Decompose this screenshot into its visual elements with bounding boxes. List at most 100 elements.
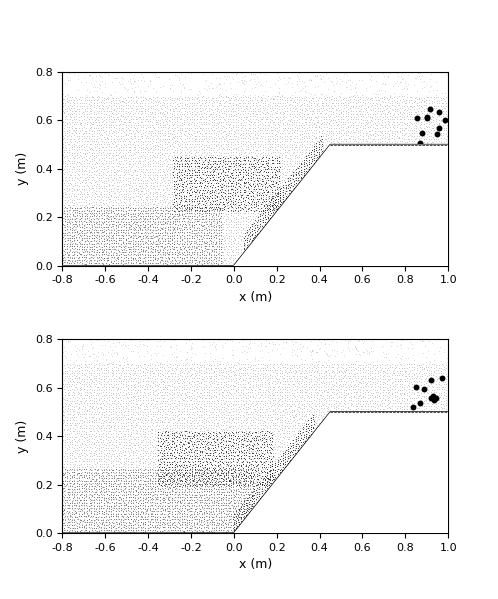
Point — [120, 128, 128, 137]
Point — [72, 371, 80, 381]
Point — [222, 526, 230, 536]
Point — [227, 159, 235, 169]
Point — [146, 484, 154, 494]
Point — [180, 250, 188, 260]
Point — [108, 359, 116, 369]
Point — [200, 428, 208, 438]
Point — [203, 456, 211, 466]
Point — [333, 349, 341, 358]
Point — [68, 156, 76, 165]
Point — [191, 167, 199, 176]
Point — [240, 185, 248, 195]
Point — [136, 526, 144, 536]
Point — [281, 148, 289, 158]
Point — [237, 137, 245, 146]
Point — [119, 503, 127, 513]
Point — [349, 118, 357, 128]
Point — [238, 394, 246, 403]
Point — [345, 126, 353, 136]
Point — [205, 506, 213, 516]
Point — [345, 392, 353, 402]
Point — [228, 150, 236, 160]
Point — [195, 126, 203, 136]
Point — [240, 401, 248, 410]
Point — [178, 520, 186, 530]
Point — [123, 106, 130, 116]
Point — [218, 476, 226, 486]
Point — [416, 362, 424, 372]
Point — [178, 379, 186, 388]
Point — [224, 193, 232, 203]
Point — [61, 371, 69, 380]
Point — [227, 242, 235, 252]
Point — [119, 364, 126, 373]
Point — [297, 177, 305, 186]
Point — [133, 529, 141, 539]
Point — [366, 407, 374, 417]
Point — [159, 225, 167, 234]
Point — [275, 452, 283, 461]
Point — [327, 129, 335, 138]
Point — [256, 376, 264, 385]
Point — [188, 466, 196, 476]
Point — [110, 498, 118, 507]
Point — [383, 71, 391, 80]
Point — [245, 189, 252, 198]
Point — [188, 359, 196, 369]
Point — [276, 131, 284, 141]
Point — [209, 258, 217, 267]
Point — [126, 509, 134, 519]
Point — [224, 473, 232, 483]
Point — [65, 365, 73, 375]
Point — [124, 515, 132, 524]
Point — [241, 195, 249, 204]
Point — [64, 217, 72, 226]
Point — [307, 89, 315, 99]
Point — [184, 258, 192, 268]
Point — [141, 233, 149, 243]
Point — [273, 474, 281, 483]
Point — [137, 164, 145, 174]
Point — [196, 462, 204, 471]
Point — [251, 139, 259, 149]
Point — [202, 181, 210, 191]
Point — [93, 140, 101, 149]
Point — [90, 186, 98, 195]
Point — [63, 225, 71, 235]
Point — [433, 98, 441, 108]
Point — [198, 473, 206, 483]
Point — [178, 501, 186, 511]
Point — [81, 186, 89, 195]
Point — [202, 250, 210, 260]
Point — [112, 242, 120, 252]
Point — [88, 337, 96, 347]
Point — [156, 398, 164, 408]
Point — [398, 404, 406, 414]
Point — [97, 421, 105, 431]
Point — [261, 194, 269, 204]
Point — [175, 209, 183, 219]
Point — [193, 186, 201, 196]
Point — [254, 405, 262, 415]
Point — [175, 470, 183, 480]
Point — [137, 495, 145, 504]
Point — [222, 253, 230, 262]
Point — [225, 259, 233, 268]
Point — [134, 205, 142, 214]
Point — [110, 225, 118, 235]
Point — [310, 120, 318, 129]
Point — [354, 133, 362, 143]
Point — [398, 388, 406, 398]
Point — [93, 458, 101, 468]
Point — [78, 500, 86, 510]
Point — [90, 509, 98, 518]
Point — [363, 107, 371, 117]
Point — [264, 474, 272, 484]
Point — [156, 129, 164, 138]
Point — [165, 468, 173, 477]
Point — [218, 433, 226, 443]
Point — [255, 222, 263, 232]
Point — [214, 211, 222, 221]
Point — [207, 459, 215, 468]
Point — [151, 407, 159, 417]
